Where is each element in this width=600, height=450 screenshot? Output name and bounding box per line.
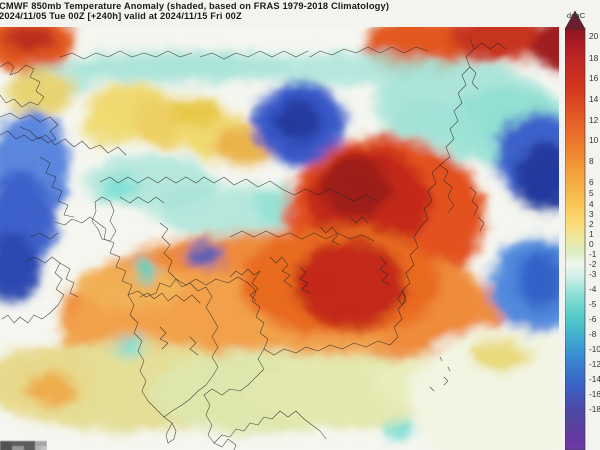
svg-text:2: 2	[589, 219, 594, 229]
svg-text:1: 1	[589, 229, 594, 239]
svg-text:-8: -8	[589, 329, 597, 339]
svg-text:-1: -1	[589, 249, 597, 259]
svg-text:0: 0	[589, 239, 594, 249]
svg-text:degC: degC	[567, 11, 586, 20]
svg-text:16: 16	[589, 73, 599, 83]
svg-text:6: 6	[589, 177, 594, 187]
svg-text:-2: -2	[589, 259, 597, 269]
svg-text:14: 14	[589, 94, 599, 104]
svg-text:-12: -12	[589, 359, 600, 369]
svg-text:-10: -10	[589, 344, 600, 354]
svg-text:-5: -5	[589, 299, 597, 309]
svg-text:3: 3	[589, 209, 594, 219]
svg-text:-18: -18	[589, 404, 600, 414]
svg-text:-14: -14	[589, 374, 600, 384]
svg-text:20: 20	[589, 31, 599, 41]
svg-text:10: 10	[589, 135, 599, 145]
svg-text:18: 18	[589, 53, 599, 63]
svg-text:-3: -3	[589, 269, 597, 279]
svg-text:-4: -4	[589, 284, 597, 294]
svg-text:5: 5	[589, 188, 594, 198]
svg-text:8: 8	[589, 156, 594, 166]
svg-text:4: 4	[589, 199, 594, 209]
svg-text:-16: -16	[589, 389, 600, 399]
svg-text:12: 12	[589, 115, 599, 125]
svg-text:-6: -6	[589, 314, 597, 324]
